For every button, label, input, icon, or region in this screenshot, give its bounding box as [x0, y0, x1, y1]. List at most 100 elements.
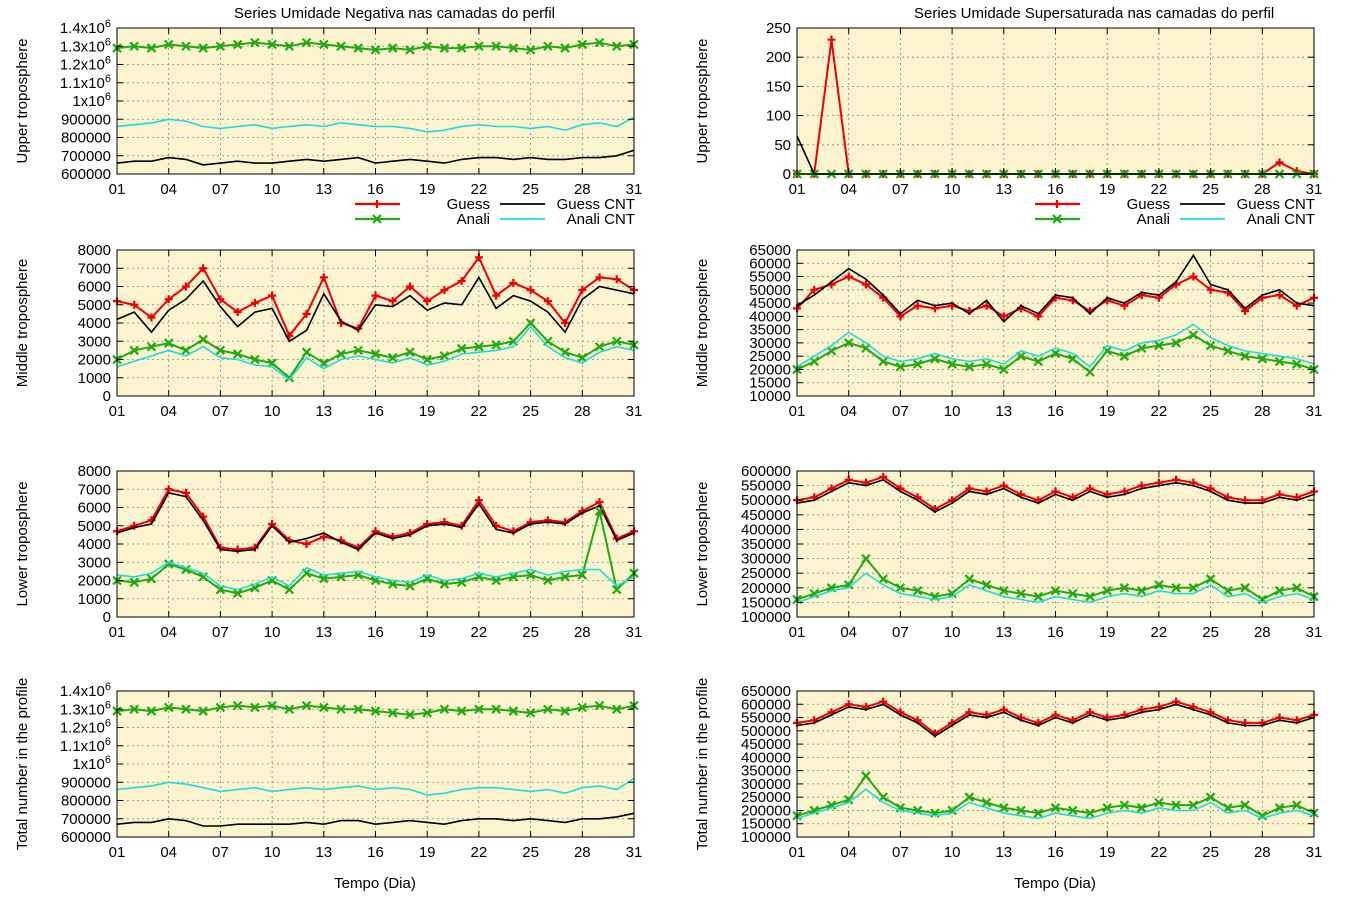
- y-tick-label: 150000: [741, 594, 791, 611]
- data-point: [216, 295, 225, 304]
- series-line: [796, 478, 1315, 513]
- data-point: [1085, 367, 1095, 377]
- x-tick-label: 25: [1202, 844, 1219, 861]
- x-tick-label: 25: [1202, 403, 1219, 420]
- data-point: [525, 45, 536, 55]
- x-tick-label: 19: [419, 181, 436, 198]
- data-point: [456, 706, 467, 716]
- data-point: [163, 39, 174, 50]
- data-point: [543, 516, 552, 525]
- data-point: [181, 282, 190, 291]
- y-tick-label: 400000: [741, 749, 791, 766]
- x-tick-label: 19: [419, 403, 436, 420]
- y-tick-label: 450000: [741, 507, 791, 524]
- data-point: [319, 702, 329, 713]
- y-tick-label: 3000: [78, 554, 111, 571]
- y-tick-label: 1.2x106: [60, 718, 111, 737]
- y-tick-label: 7000: [78, 481, 111, 498]
- x-tick-label: 28: [1254, 181, 1271, 198]
- series-anali-cnt: [116, 777, 635, 796]
- y-axis-label: Lower troposphere: [14, 481, 31, 606]
- x-tick-label: 13: [315, 844, 332, 861]
- data-point: [594, 37, 605, 48]
- y-tick-label: 8000: [78, 463, 111, 480]
- data-point: [1205, 574, 1216, 584]
- y-tick-label: 1.4x106: [60, 681, 111, 700]
- data-point: [1136, 343, 1147, 353]
- x-tick-label: 10: [264, 181, 281, 198]
- data-point: [319, 532, 328, 541]
- series-line: [796, 572, 1315, 604]
- data-point: [1067, 805, 1078, 816]
- y-tick-label: 15000: [749, 375, 791, 392]
- x-tick-label: 31: [626, 181, 643, 198]
- x-tick-label: 10: [264, 844, 281, 861]
- y-tick-label: 100: [766, 108, 791, 125]
- x-tick-label: 19: [419, 624, 436, 641]
- data-point: [405, 282, 414, 291]
- data-point: [146, 706, 157, 716]
- data-point: [388, 532, 397, 541]
- x-tick-label: 01: [789, 403, 806, 420]
- y-tick-label: 30000: [749, 335, 791, 352]
- data-point: [491, 340, 501, 350]
- data-point: [1257, 354, 1268, 364]
- data-point: [1154, 797, 1164, 808]
- data-point: [319, 573, 329, 584]
- data-point: [387, 43, 398, 53]
- series-line: [116, 275, 635, 343]
- series-line: [116, 777, 635, 796]
- y-tick-label: 500000: [741, 492, 791, 509]
- y-tick-label: 1000: [78, 370, 111, 387]
- data-point: [611, 704, 622, 715]
- data-point: [999, 312, 1008, 321]
- data-point: [577, 702, 588, 713]
- y-tick-label: 35000: [749, 322, 791, 339]
- data-point: [595, 273, 604, 282]
- y-tick-label: 350000: [741, 763, 791, 780]
- y-axis-label: Upper troposphere: [14, 38, 31, 163]
- data-point: [526, 286, 535, 295]
- y-tick-label: 0: [103, 609, 111, 626]
- data-point: [163, 338, 174, 348]
- data-point: [525, 708, 536, 718]
- data-point: [1240, 583, 1250, 593]
- y-tick-label: 600000: [741, 696, 791, 713]
- x-tick-label: 28: [1254, 844, 1271, 861]
- x-axis-label: Tempo (Dia): [1014, 875, 1096, 892]
- data-point: [1205, 340, 1216, 351]
- data-point: [1085, 591, 1095, 602]
- y-tick-label: 700000: [61, 811, 111, 828]
- x-tick-label: 22: [1151, 624, 1168, 641]
- data-point: [525, 570, 536, 580]
- data-point: [1205, 792, 1216, 802]
- data-point: [1291, 800, 1302, 810]
- data-point: [611, 41, 622, 52]
- y-tick-label: 200000: [741, 580, 791, 597]
- y-tick-label: 20000: [749, 361, 791, 378]
- chart-sup-middle: 1000015000200002500030000350004000045000…: [694, 242, 1322, 420]
- data-point: [233, 308, 242, 317]
- data-point: [560, 706, 570, 716]
- series-anali: [792, 330, 1319, 377]
- data-point: [912, 585, 923, 596]
- data-point: [1171, 338, 1181, 348]
- series-line: [796, 703, 1315, 738]
- data-point: [1257, 810, 1268, 821]
- x-tick-label: 31: [626, 624, 643, 641]
- data-point: [474, 704, 484, 715]
- y-tick-label: 1.2x106: [60, 55, 111, 74]
- x-tick-label: 22: [1151, 181, 1168, 198]
- series-line: [116, 149, 635, 166]
- y-tick-label: 6000: [78, 500, 111, 517]
- data-point: [982, 301, 991, 310]
- x-tick-label: 10: [264, 403, 281, 420]
- data-point: [1188, 800, 1199, 810]
- data-point: [423, 297, 432, 306]
- series-guess-cnt: [116, 275, 635, 343]
- chart-sup-lower: 1000001500002000002500003000003500004000…: [694, 463, 1322, 641]
- series-guess-cnt: [796, 478, 1315, 513]
- x-tick-label: 13: [995, 403, 1012, 420]
- series-anali: [112, 37, 639, 55]
- y-tick-label: 50: [774, 137, 791, 154]
